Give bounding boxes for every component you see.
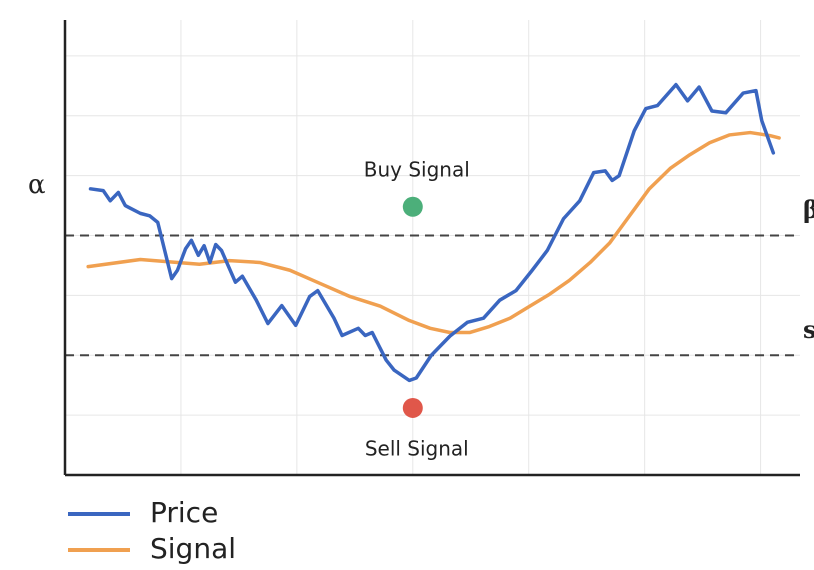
level-label: s [803,315,814,344]
signal-label: Buy Signal [364,157,470,181]
annotation: α [28,170,46,200]
legend-label: Signal [150,532,236,565]
signal-marker [402,196,423,217]
series-line [88,82,776,383]
signal-label: Sell Signal [365,436,469,460]
signal-marker [402,397,423,418]
series-line [86,130,781,335]
legend-label: Price [150,496,218,529]
level-label: β [803,195,814,224]
